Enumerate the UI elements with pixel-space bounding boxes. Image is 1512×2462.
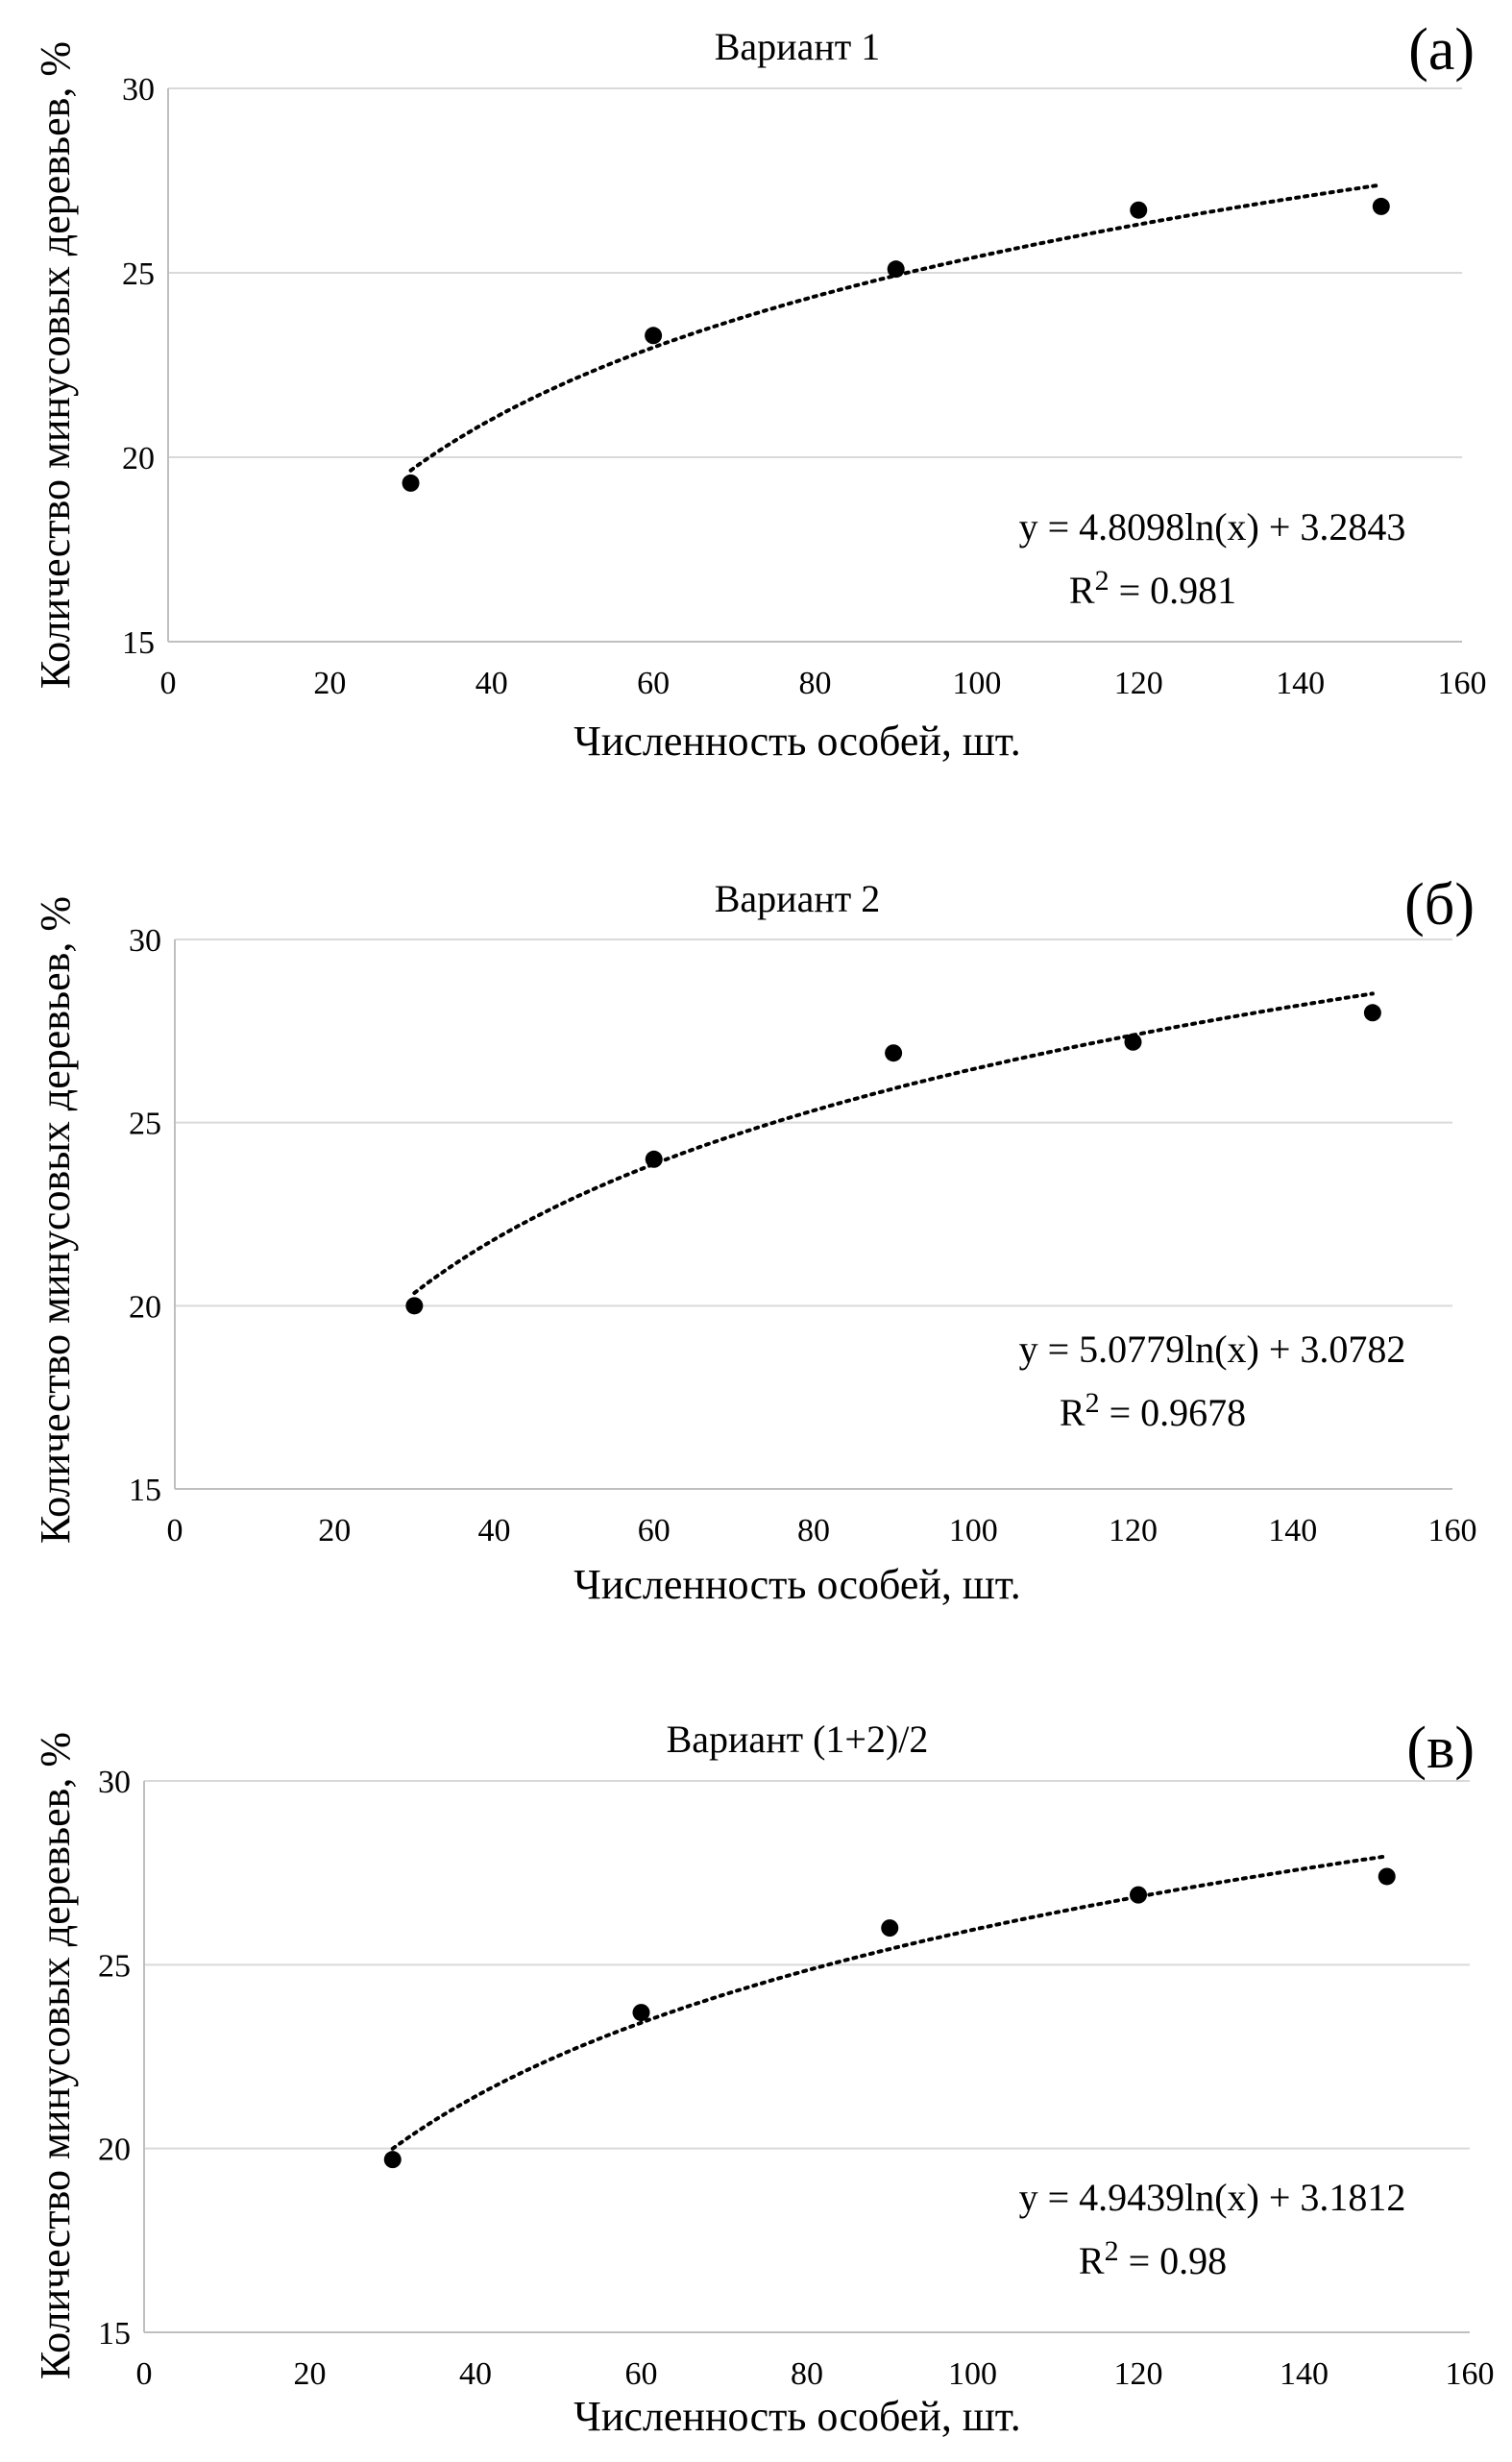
chart-c-equation: y = 4.9439ln(x) + 3.1812	[1019, 2176, 1406, 2219]
chart-b-xtick-80: 80	[797, 1513, 830, 1548]
chart-b-xtick-60: 60	[638, 1513, 671, 1548]
chart-c-xtick-40: 40	[459, 2356, 492, 2392]
chart-a-ytick-25: 25	[122, 256, 155, 292]
chart-b-xtick-140: 140	[1268, 1513, 1317, 1548]
chart-b-ytick-30: 30	[129, 923, 161, 959]
chart-c-point-5	[1378, 1867, 1396, 1886]
chart-c-ylabel: Количество минусовых деревьев, %	[32, 1732, 79, 2379]
chart-b-svg: 15 20 25 30 0 20 40 60 80 100 120 140 160 Вариант 2 (б…	[32, 872, 1477, 1608]
chart-b-ytick-15: 15	[129, 1473, 161, 1508]
chart-a-ytick-15: 15	[122, 625, 155, 661]
chart-b-point-2	[645, 1150, 663, 1168]
chart-b-xtick-40: 40	[478, 1513, 511, 1548]
chart-b-panel-label: (б)	[1404, 872, 1475, 938]
chart-panel-a: 15 20 25 30 0 20 40 60 80 100 120 140 160 Вариант 1 (а…	[0, 0, 1512, 817]
chart-b-xtick-0: 0	[167, 1513, 183, 1548]
chart-b-ylabel: Количество минусовых деревьев, %	[32, 896, 79, 1544]
chart-c-xtick-60: 60	[625, 2356, 658, 2392]
chart-b-trendline	[412, 991, 1375, 1295]
chart-a-xtick-160: 160	[1438, 666, 1487, 701]
chart-panel-b: 15 20 25 30 0 20 40 60 80 100 120 140 160 Вариант 2 (б…	[0, 845, 1512, 1662]
chart-a-xtick-120: 120	[1114, 666, 1163, 701]
chart-c-xtick-80: 80	[791, 2356, 823, 2392]
chart-a-point-2	[645, 327, 663, 345]
chart-c-xtick-0: 0	[136, 2356, 153, 2392]
chart-b-point-3	[885, 1044, 903, 1062]
chart-c-xlabel: Численность особей, шт.	[573, 2393, 1020, 2440]
chart-c-svg: 15 20 25 30 0 20 40 60 80 100 120 140 160 Вариант (1+…	[32, 1716, 1495, 2440]
chart-b-xtick-100: 100	[949, 1513, 998, 1548]
chart-a-xtick-0: 0	[160, 666, 177, 701]
chart-a-xtick-60: 60	[637, 666, 670, 701]
chart-c-title: Вариант (1+2)/2	[667, 1718, 929, 1761]
chart-a-ytick-30: 30	[122, 72, 155, 108]
chart-b-point-5	[1363, 1004, 1381, 1022]
chart-c-point-4	[1130, 1886, 1147, 1904]
chart-c-xtick-100: 100	[948, 2356, 997, 2392]
chart-a-point-1	[402, 474, 420, 492]
chart-b-r-squared: R2 = 0.9678	[1060, 1387, 1246, 1434]
chart-c-point-1	[383, 2151, 402, 2169]
chart-b-ytick-20: 20	[129, 1289, 161, 1325]
chart-a-panel-label: (а)	[1408, 17, 1475, 83]
chart-b-xtick-120: 120	[1109, 1513, 1158, 1548]
chart-b-xlabel: Численность особей, шт.	[573, 1561, 1020, 1608]
chart-a-point-4	[1130, 201, 1148, 219]
chart-c-ytick-15: 15	[98, 2316, 131, 2352]
chart-b-point-4	[1124, 1033, 1142, 1051]
chart-a-xtick-100: 100	[952, 666, 1001, 701]
chart-a-trendline	[408, 183, 1383, 473]
chart-b-title: Вариант 2	[715, 877, 880, 920]
chart-c-ytick-20: 20	[98, 2133, 131, 2168]
chart-c-panel-label: (в)	[1406, 1716, 1475, 1781]
chart-a-equation: y = 4.8098ln(x) + 3.2843	[1019, 505, 1406, 548]
chart-a-ytick-20: 20	[122, 441, 155, 476]
chart-c-trendline	[390, 1854, 1389, 2151]
chart-a-r-squared: R2 = 0.981	[1069, 565, 1236, 612]
chart-a-xtick-80: 80	[799, 666, 832, 701]
chart-a-ylabel: Количество минусовых деревьев, %	[32, 41, 79, 689]
chart-c-point-2	[632, 2004, 650, 2022]
chart-c-xtick-20: 20	[294, 2356, 327, 2392]
chart-c-ytick-30: 30	[98, 1765, 131, 1800]
chart-a-svg: 15 20 25 30 0 20 40 60 80 100 120 140 160 Вариант 1 (а…	[32, 17, 1487, 765]
chart-a-xtick-140: 140	[1276, 666, 1325, 701]
chart-c-ytick-25: 25	[98, 1948, 131, 1984]
chart-c-xtick-160: 160	[1446, 2356, 1495, 2392]
chart-panel-c: 15 20 25 30 0 20 40 60 80 100 120 140 160 Вариант (1+…	[0, 1691, 1512, 2462]
chart-c-xtick-140: 140	[1280, 2356, 1329, 2392]
chart-a-title: Вариант 1	[715, 25, 880, 68]
chart-c-r-squared: R2 = 0.98	[1079, 2235, 1227, 2282]
chart-a-xlabel: Численность особей, шт.	[573, 718, 1020, 765]
chart-b-equation: y = 5.0779ln(x) + 3.0782	[1019, 1328, 1406, 1371]
chart-a-xtick-40: 40	[476, 666, 508, 701]
chart-b-xtick-20: 20	[318, 1513, 351, 1548]
chart-c-xtick-120: 120	[1114, 2356, 1163, 2392]
chart-a-point-3	[887, 260, 905, 279]
chart-c-point-3	[881, 1919, 899, 1938]
chart-b-point-1	[405, 1297, 424, 1315]
chart-a-xtick-20: 20	[313, 666, 346, 701]
chart-b-xtick-160: 160	[1428, 1513, 1477, 1548]
chart-b-ytick-25: 25	[129, 1107, 161, 1142]
chart-a-point-5	[1372, 197, 1390, 215]
